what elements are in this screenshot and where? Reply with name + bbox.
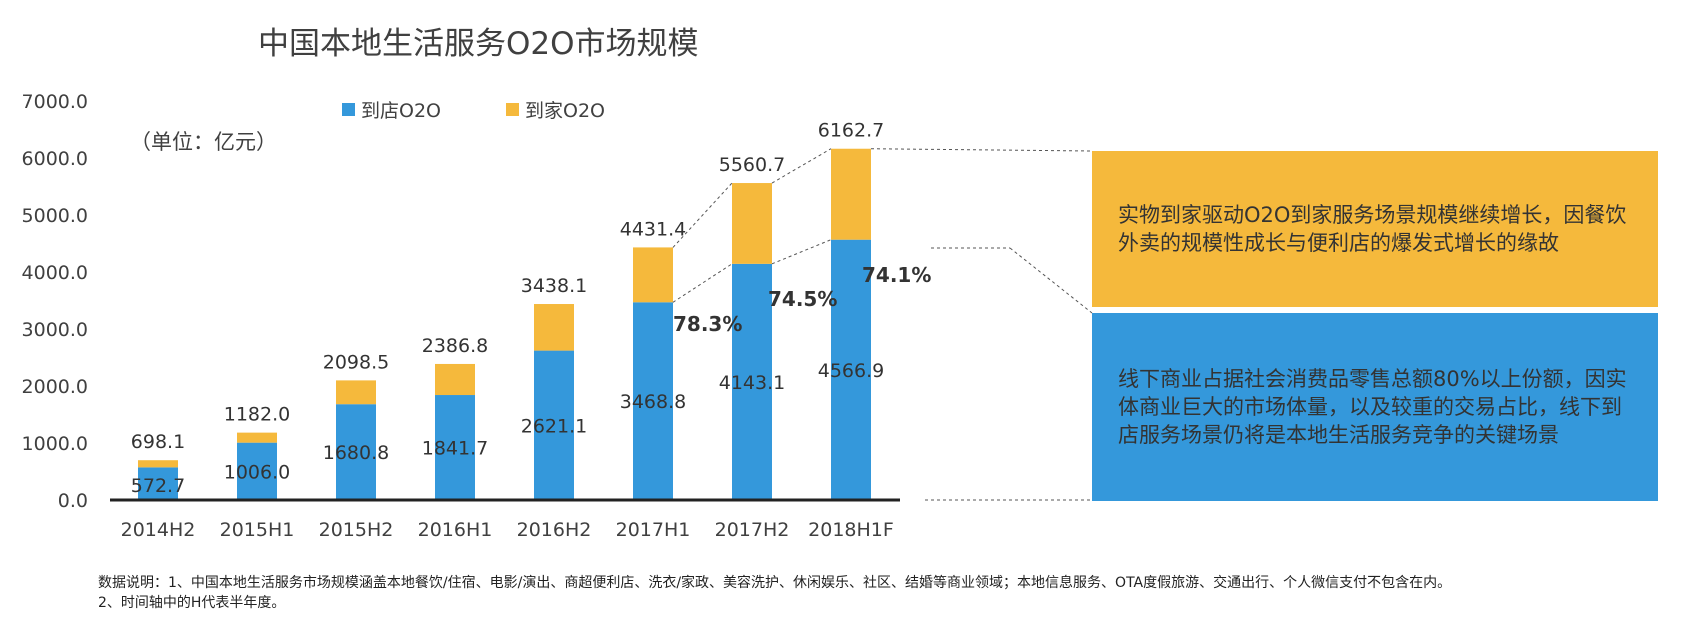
leader-line-top (870, 148, 1093, 152)
leader-line-mid (1009, 247, 1093, 314)
growth-line-total (771, 148, 832, 184)
data-label-store: 1006.0 (224, 461, 290, 483)
bars (138, 148, 871, 500)
y-tick-label: 6000.0 (22, 148, 88, 170)
data-label-store: 1841.7 (422, 438, 488, 460)
x-tick-label: 2018H1F (808, 519, 894, 541)
legend-label-store: 到店O2O (361, 100, 441, 122)
data-label-store: 4566.9 (818, 360, 884, 382)
share-annotation: 74.5% (768, 287, 837, 311)
x-tick-label: 2016H2 (517, 519, 592, 541)
bar-store (237, 442, 277, 500)
bar-home (237, 432, 277, 443)
y-tick-label: 4000.0 (22, 262, 88, 284)
bar-store (732, 263, 772, 500)
data-label-total: 6162.7 (818, 120, 884, 142)
data-label-total: 2098.5 (323, 351, 389, 373)
bar-home (336, 380, 376, 405)
data-label-total: 4431.4 (620, 218, 686, 240)
x-tick-label: 2015H2 (319, 519, 394, 541)
callout-home-box: 实物到家驱动O2O到家服务场景规模继续增长，因餐饮外卖的规模性成长与便利店的爆发… (1092, 151, 1658, 307)
bar-home (633, 247, 673, 303)
x-tick-label: 2017H2 (715, 519, 790, 541)
data-label-store: 572.7 (131, 475, 185, 497)
data-label-store: 4143.1 (719, 372, 785, 394)
y-tick-label: 3000.0 (22, 319, 88, 341)
bar-store (435, 395, 475, 500)
bar-home (534, 304, 574, 351)
callout-store-box: 线下商业占据社会消费品零售总额80%以上份额，因实体商业巨大的市场体量，以及较重… (1092, 313, 1658, 501)
bar-home (732, 183, 772, 264)
growth-line-store (672, 263, 733, 303)
growth-line-store (771, 239, 832, 265)
x-tick-label: 2014H2 (121, 519, 196, 541)
data-label-total: 698.1 (131, 431, 185, 453)
y-tick-label: 5000.0 (22, 205, 88, 227)
bar-home (435, 363, 475, 396)
data-label-total: 1182.0 (224, 404, 290, 426)
legend-swatch-store (342, 103, 355, 116)
y-tick-label: 0.0 (58, 490, 88, 512)
share-annotation: 78.3% (673, 312, 742, 336)
data-labels: 572.7 698.1 1006.0 1182.0 1680.8 2098.5 1841.7… (131, 120, 932, 497)
legend-swatch-home (506, 103, 519, 116)
y-axis: 0.0 1000.0 2000.0 3000.0 4000.0 5000.0 6000.0 7… (22, 91, 88, 512)
footnote-line-1: 数据说明：1、中国本地生活服务市场规模涵盖本地餐饮/住宿、电影/演出、商超便利店… (98, 575, 1452, 591)
bar-store (138, 467, 178, 500)
callout-home-text: 实物到家驱动O2O到家服务场景规模继续增长，因餐饮外卖的规模性成长与便利店的爆发… (1118, 203, 1627, 255)
bar-home (831, 148, 871, 240)
chart-title: 中国本地生活服务O2O市场规模 (258, 26, 699, 62)
bar-home (138, 460, 178, 468)
data-label-total: 3438.1 (521, 275, 587, 297)
share-annotation: 74.1% (862, 263, 931, 287)
unit-note: （单位：亿元） (130, 130, 277, 154)
legend-item-home: 到家O2O (506, 96, 605, 123)
bar-store (534, 350, 574, 500)
growth-line-total (672, 182, 733, 248)
callout-leader-lines (672, 148, 1093, 501)
data-label-total: 5560.7 (719, 154, 785, 176)
x-tick-label: 2015H1 (220, 519, 295, 541)
legend-item-store: 到店O2O (342, 96, 441, 123)
x-axis: 2014H2 2015H1 2015H2 2016H1 2016H2 2017H1 2017… (110, 498, 900, 541)
bar-store (831, 239, 871, 500)
data-label-store: 2621.1 (521, 415, 587, 437)
x-tick-label: 2016H1 (418, 519, 493, 541)
data-label-store: 3468.8 (620, 391, 686, 413)
data-label-store: 1680.8 (323, 442, 389, 464)
y-tick-label: 2000.0 (22, 376, 88, 398)
bar-store (336, 404, 376, 500)
x-tick-label: 2017H1 (616, 519, 691, 541)
y-tick-label: 7000.0 (22, 91, 88, 113)
y-tick-label: 1000.0 (22, 433, 88, 455)
legend-label-home: 到家O2O (525, 100, 605, 122)
bar-store (633, 302, 673, 500)
callout-store-text: 线下商业占据社会消费品零售总额80%以上份额，因实体商业巨大的市场体量，以及较重… (1118, 367, 1627, 447)
data-label-total: 2386.8 (422, 335, 488, 357)
footnote-line-2: 2、时间轴中的H代表半年度。 (98, 595, 286, 611)
